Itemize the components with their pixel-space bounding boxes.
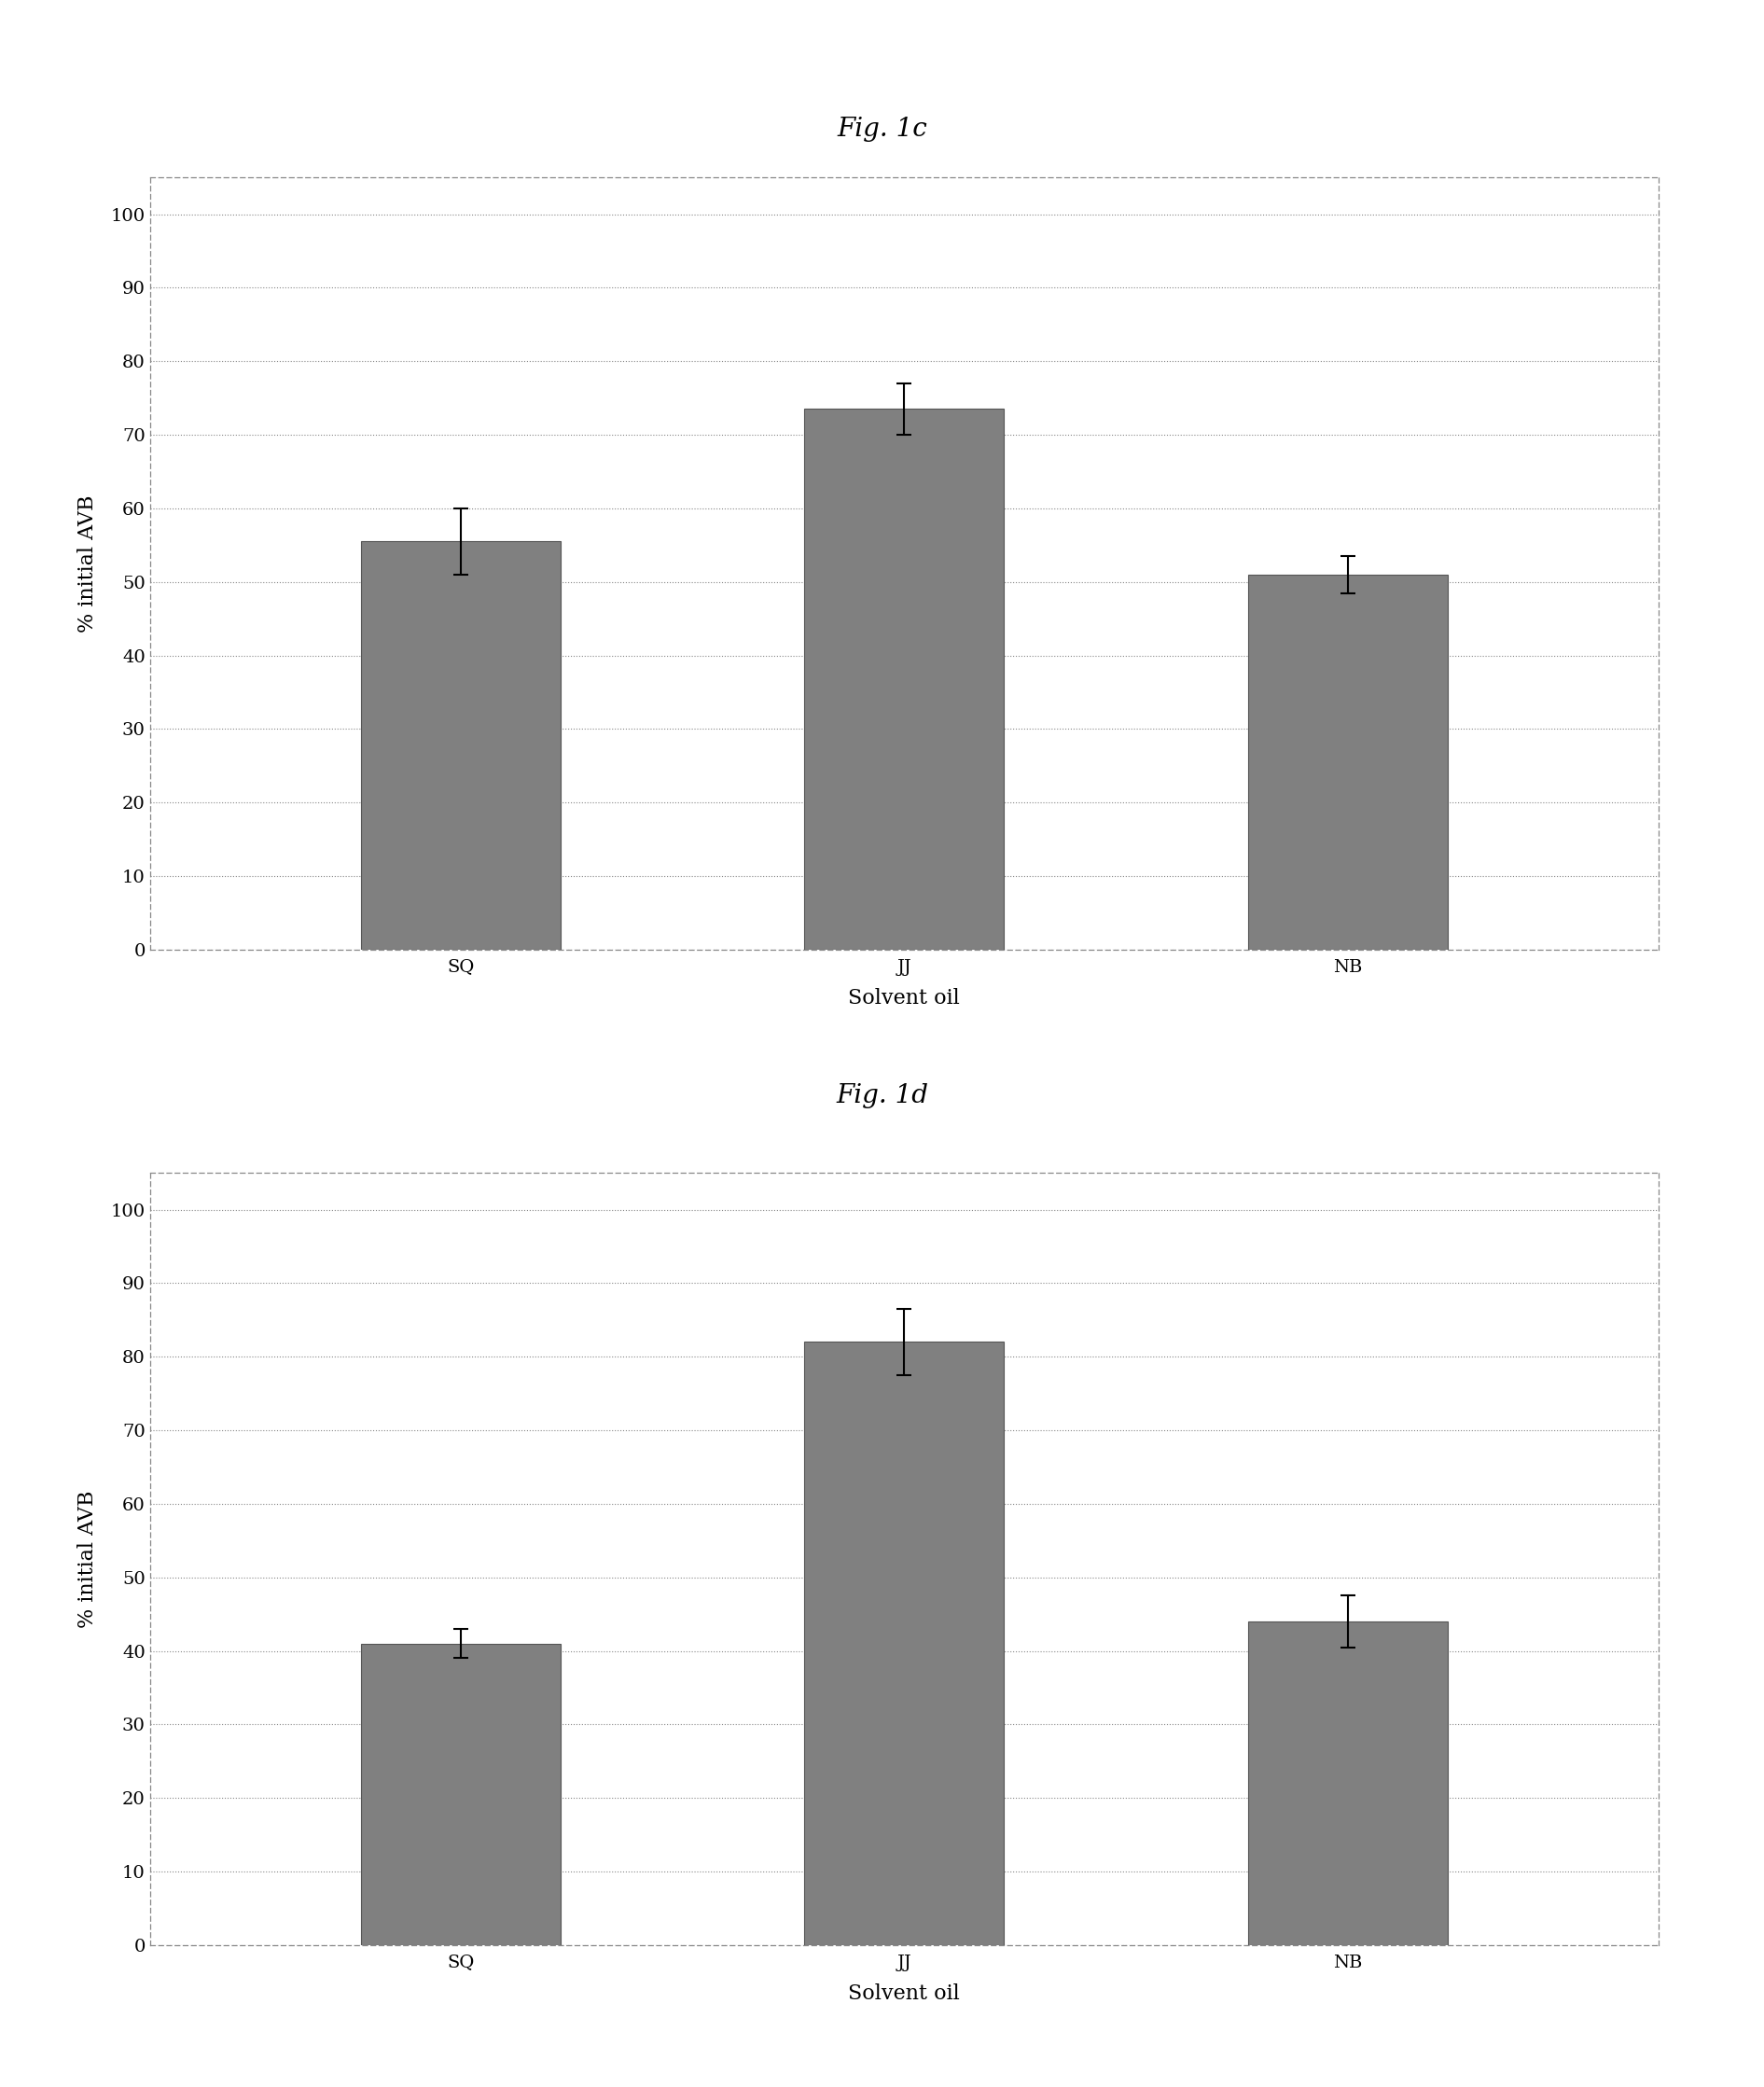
Bar	[804, 1342, 1004, 1945]
Text: Fig. 1c: Fig. 1c	[836, 117, 928, 142]
Bar	[804, 409, 1004, 950]
Y-axis label: % initial AVB: % initial AVB	[78, 495, 97, 632]
Bar	[360, 541, 561, 950]
Text: Fig. 1d: Fig. 1d	[836, 1083, 928, 1108]
Bar	[1247, 1622, 1448, 1945]
Bar	[1247, 574, 1448, 950]
X-axis label: Solvent oil: Solvent oil	[848, 1985, 960, 2004]
Bar	[360, 1645, 561, 1945]
Y-axis label: % initial AVB: % initial AVB	[78, 1490, 97, 1628]
X-axis label: Solvent oil: Solvent oil	[848, 989, 960, 1008]
